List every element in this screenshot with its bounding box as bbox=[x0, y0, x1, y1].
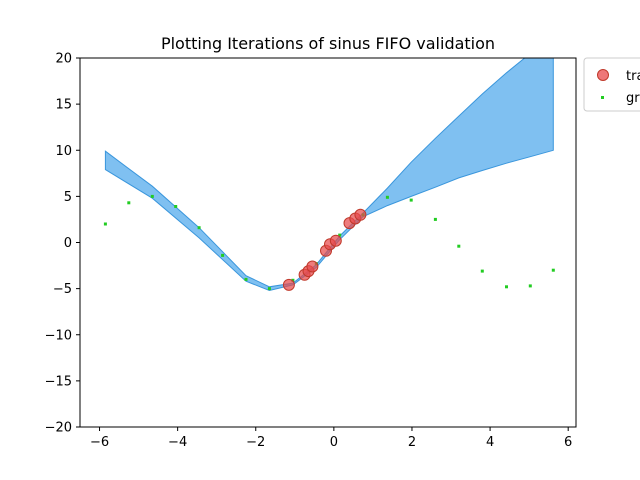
training-point bbox=[354, 208, 367, 221]
ground-truth-point bbox=[291, 278, 295, 282]
ground-truth-point bbox=[457, 244, 461, 248]
ground-truth-point bbox=[409, 198, 413, 202]
y-tick-label: 5 bbox=[64, 190, 72, 205]
x-tick-label: −4 bbox=[168, 435, 187, 450]
ground-truth-point bbox=[480, 269, 484, 273]
ground-truth-point bbox=[127, 201, 131, 205]
legend-marker-gr bbox=[601, 96, 604, 99]
x-tick-label: 0 bbox=[330, 435, 338, 450]
legend-label-gr: gr bbox=[626, 91, 640, 106]
ground-truth-point bbox=[338, 233, 342, 237]
legend-label-tra: tra bbox=[626, 69, 640, 84]
y-tick-label: −10 bbox=[45, 328, 72, 343]
y-tick-label: −5 bbox=[53, 282, 72, 297]
ground-truth-point bbox=[197, 226, 201, 230]
training-point bbox=[306, 260, 319, 273]
x-tick-label: −2 bbox=[246, 435, 265, 450]
y-tick-label: 0 bbox=[64, 236, 72, 251]
ground-truth-point bbox=[385, 195, 389, 199]
ground-truth-point bbox=[244, 277, 248, 281]
y-tick-label: 15 bbox=[55, 98, 72, 113]
chart-title: Plotting Iterations of sinus FIFO valida… bbox=[161, 34, 495, 53]
x-axis: −6 −4 −2 0 2 4 6 bbox=[90, 427, 572, 450]
series-layer bbox=[103, 194, 555, 291]
ground-truth-point bbox=[221, 253, 225, 257]
y-axis: −20 −15 −10 −5 0 5 10 15 20 bbox=[45, 52, 80, 436]
ground-truth-point bbox=[103, 222, 107, 226]
legend-marker-tra bbox=[597, 69, 609, 81]
y-tick-label: 10 bbox=[55, 144, 72, 159]
y-tick-label: 20 bbox=[55, 52, 72, 67]
ground-truth-point bbox=[505, 285, 508, 289]
x-tick-label: −6 bbox=[90, 435, 109, 450]
x-tick-label: 2 bbox=[408, 435, 416, 450]
legend: tra gr bbox=[583, 57, 640, 112]
x-tick-label: 4 bbox=[486, 435, 494, 450]
ground-truth-point bbox=[551, 268, 555, 272]
ground-truth-point bbox=[433, 217, 437, 221]
y-tick-label: −15 bbox=[45, 374, 72, 389]
x-tick-label: 6 bbox=[564, 435, 572, 450]
ground-truth-point bbox=[267, 287, 271, 291]
legend-box bbox=[583, 57, 640, 112]
ground-truth-point bbox=[150, 194, 154, 198]
training-point bbox=[282, 278, 295, 291]
y-tick-label: −20 bbox=[45, 421, 72, 436]
ground-truth-point bbox=[174, 205, 178, 208]
training-point bbox=[329, 234, 342, 247]
ground-truth-point bbox=[528, 284, 532, 288]
